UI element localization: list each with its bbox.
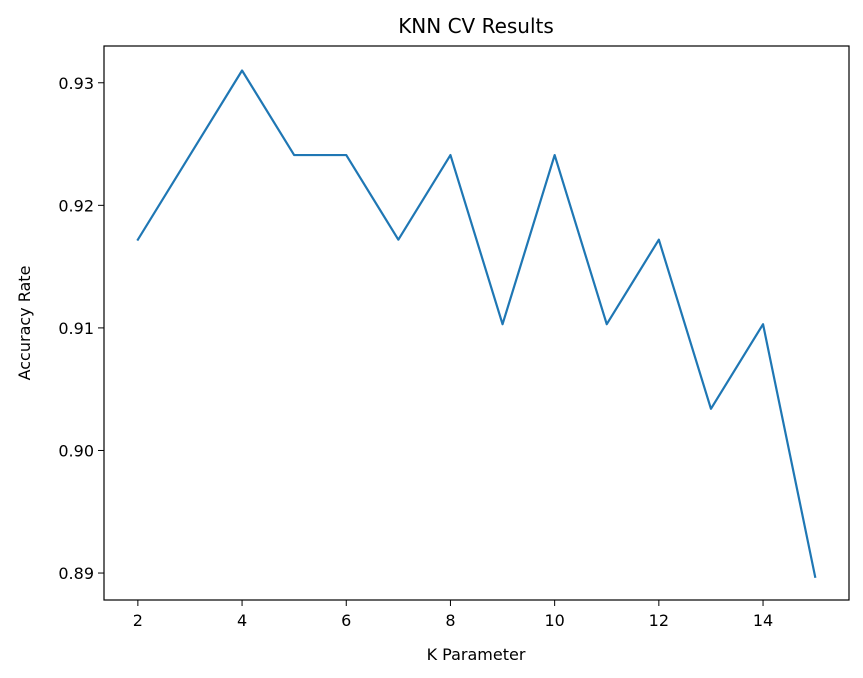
series-group — [136, 69, 817, 579]
y-tick-label: 0.90 — [58, 441, 94, 460]
x-tick-label: 8 — [445, 611, 455, 630]
series-line — [136, 69, 817, 579]
y-axis-ticks: 0.89 0.90 0.91 0.92 0.93 — [58, 74, 104, 583]
y-tick-label: 0.91 — [58, 319, 94, 338]
x-tick-label: 4 — [237, 611, 247, 630]
y-axis-label: Accuracy Rate — [15, 266, 34, 381]
x-tick-label: 12 — [649, 611, 669, 630]
x-tick-label: 2 — [133, 611, 143, 630]
x-tick-label: 14 — [753, 611, 773, 630]
y-tick-label: 0.89 — [58, 564, 94, 583]
x-tick-label: 10 — [544, 611, 564, 630]
y-tick-label: 0.92 — [58, 196, 94, 215]
plot-frame — [103, 45, 850, 601]
x-tick-label: 6 — [341, 611, 351, 630]
chart-title: KNN CV Results — [398, 14, 554, 38]
y-tick-label: 0.93 — [58, 74, 94, 93]
x-axis-ticks: 2 4 6 8 10 12 14 — [133, 600, 773, 630]
x-axis-label: K Parameter — [427, 645, 526, 664]
